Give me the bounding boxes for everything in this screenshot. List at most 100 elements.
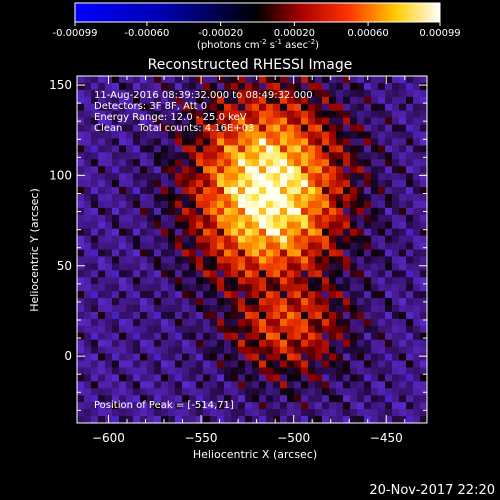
heatmap-cell xyxy=(406,138,414,146)
heatmap-cell xyxy=(203,263,211,271)
heatmap-cell xyxy=(161,395,169,403)
heatmap-cell xyxy=(308,291,316,299)
heatmap-cell xyxy=(126,374,134,382)
heatmap-cell xyxy=(371,187,379,195)
heatmap-cell xyxy=(98,117,106,125)
heatmap-cell xyxy=(231,395,239,403)
heatmap-cell xyxy=(112,409,120,417)
heatmap-cell xyxy=(182,180,190,188)
heatmap-cell xyxy=(154,138,162,146)
heatmap-cell xyxy=(287,193,295,202)
heatmap-cell xyxy=(175,207,183,216)
heatmap-cell xyxy=(357,346,365,354)
heatmap-cell xyxy=(336,221,344,229)
heatmap-cell xyxy=(406,374,414,382)
heatmap-cell xyxy=(217,89,225,98)
heatmap-cell xyxy=(98,187,106,195)
heatmap-cell xyxy=(308,270,316,278)
heatmap-cell xyxy=(385,360,393,368)
heatmap-cell xyxy=(77,173,85,181)
heatmap-cell xyxy=(308,200,316,209)
heatmap-cell xyxy=(91,103,99,111)
heatmap-cell xyxy=(105,332,113,341)
heatmap-cell xyxy=(357,242,365,250)
heatmap-cell xyxy=(357,374,365,382)
heatmap-cell xyxy=(273,284,281,292)
heatmap-cell xyxy=(273,207,281,216)
heatmap-cell xyxy=(140,374,148,382)
heatmap-cell xyxy=(259,242,267,250)
heatmap-cell xyxy=(371,402,379,410)
heatmap-cell xyxy=(399,339,407,347)
y-tick-label: 150 xyxy=(49,78,72,92)
heatmap-cell xyxy=(154,193,162,202)
heatmap-cell xyxy=(245,270,253,278)
heatmap-cell xyxy=(196,173,204,181)
heatmap-cell xyxy=(420,374,427,382)
heatmap-cell xyxy=(238,138,246,146)
heatmap-cell xyxy=(273,270,281,278)
heatmap-cell xyxy=(357,152,365,160)
heatmap-cell xyxy=(399,381,407,389)
heatmap-cell xyxy=(175,249,183,257)
heatmap-cell xyxy=(161,173,169,181)
heatmap-cell xyxy=(147,332,155,341)
heatmap-cell xyxy=(147,305,155,313)
heatmap-cell xyxy=(147,416,155,423)
heatmap-cell xyxy=(203,103,211,111)
heatmap-cell xyxy=(420,353,427,361)
heatmap-cell xyxy=(133,284,141,292)
heatmap-cell xyxy=(238,82,246,91)
heatmap-cell xyxy=(147,221,155,229)
heatmap-cell xyxy=(420,360,427,368)
heatmap-cell xyxy=(357,103,365,111)
heatmap-cell xyxy=(154,388,162,396)
heatmap-cell xyxy=(77,200,85,209)
heatmap-cell xyxy=(392,339,400,347)
heatmap-cell xyxy=(378,298,386,306)
heatmap-cell xyxy=(126,200,134,209)
heatmap-cell xyxy=(301,311,309,320)
heatmap-cell xyxy=(420,82,427,91)
heatmap-cell xyxy=(266,374,274,382)
heatmap-cell xyxy=(273,131,281,139)
heatmap-cell xyxy=(329,110,337,118)
heatmap-cell xyxy=(210,159,218,167)
heatmap-cell xyxy=(189,409,197,417)
heatmap-cell xyxy=(112,416,120,423)
heatmap-cell xyxy=(238,311,246,320)
heatmap-cell xyxy=(126,353,134,361)
heatmap-cell xyxy=(385,325,393,334)
heatmap-cell xyxy=(315,117,323,125)
heatmap-cell xyxy=(371,291,379,299)
heatmap-cell xyxy=(413,152,421,160)
heatmap-cell xyxy=(350,388,358,396)
heatmap-cell xyxy=(154,298,162,306)
heatmap-cell xyxy=(273,325,281,334)
heatmap-cell xyxy=(245,180,253,188)
heatmap-cell xyxy=(364,360,372,368)
heatmap-cell xyxy=(210,409,218,417)
heatmap-cell xyxy=(364,166,372,174)
heatmap-cell xyxy=(266,173,274,181)
heatmap-cell xyxy=(301,242,309,250)
heatmap-cell xyxy=(322,291,330,299)
heatmap-cell xyxy=(399,284,407,292)
heatmap-cell xyxy=(133,263,141,271)
heatmap-cell xyxy=(378,110,386,118)
heatmap-cell xyxy=(84,117,92,125)
heatmap-cell xyxy=(385,339,393,347)
heatmap-cell xyxy=(161,270,169,278)
heatmap-cell xyxy=(238,367,246,375)
heatmap-cell xyxy=(336,346,344,354)
heatmap-cell xyxy=(350,173,358,181)
heatmap-cell xyxy=(112,325,120,334)
heatmap-cell xyxy=(343,76,351,84)
heatmap-cell xyxy=(399,235,407,243)
heatmap-cell xyxy=(238,235,246,243)
heatmap-cell xyxy=(203,173,211,181)
heatmap-cell xyxy=(91,305,99,313)
heatmap-cell xyxy=(252,346,260,354)
heatmap-cell xyxy=(91,180,99,188)
heatmap-cell xyxy=(112,249,120,257)
